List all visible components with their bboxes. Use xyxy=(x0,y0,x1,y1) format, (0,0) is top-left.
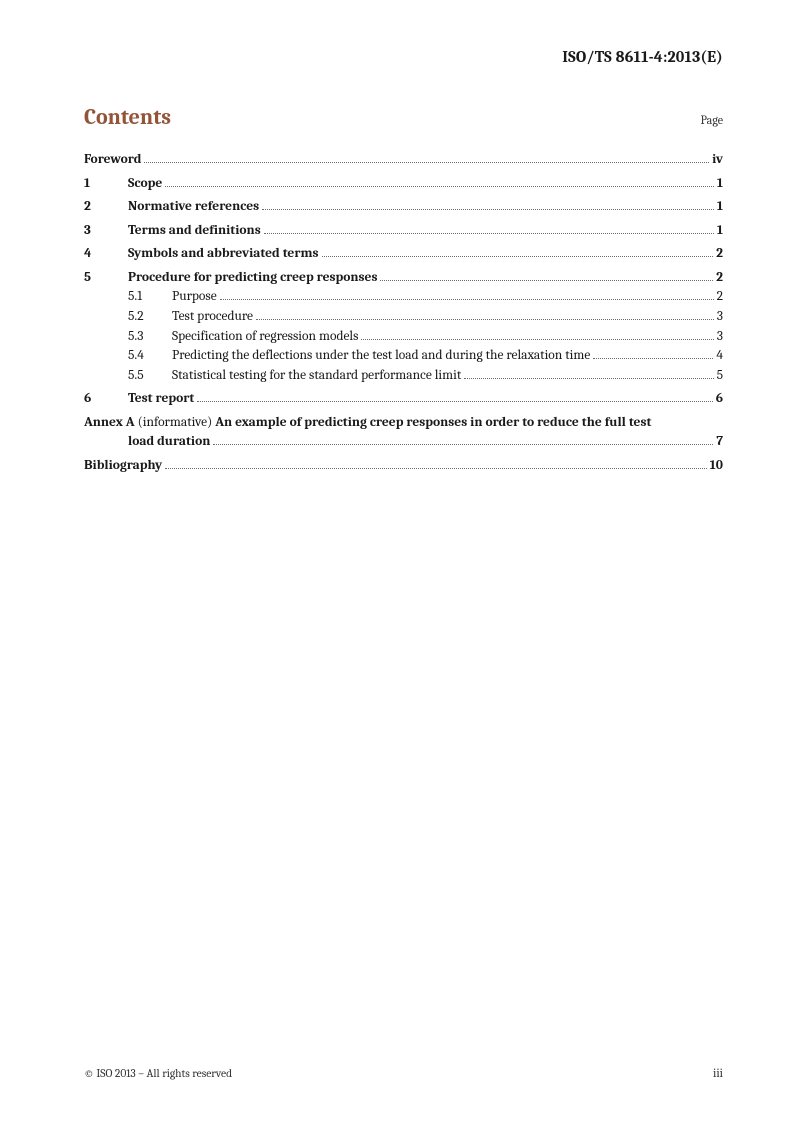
toc-title: Scope xyxy=(128,174,162,194)
toc-page: 1 xyxy=(717,197,723,217)
page: ISO/TS 8611-4:2013(E) Contents Page Fore… xyxy=(0,0,793,1122)
toc-num: 2 xyxy=(84,197,128,217)
page-column-label: Page xyxy=(701,113,723,127)
toc-page: 3 xyxy=(717,307,723,327)
toc-num: 5.1 xyxy=(128,287,172,307)
copyright-text: © ISO 2013 – All rights reserved xyxy=(84,1067,232,1080)
toc-entry-5-5: 5.5 Statistical testing for the standard… xyxy=(128,366,723,386)
toc-leader xyxy=(264,222,714,233)
toc-title: Foreword xyxy=(84,150,141,170)
annex-title-part1: An example of predicting creep responses… xyxy=(215,415,651,430)
annex-label: Annex A xyxy=(84,415,135,430)
toc-leader xyxy=(165,175,714,186)
toc-leader xyxy=(593,348,713,359)
toc-entry-5-4: 5.4 Predicting the deflections under the… xyxy=(128,346,723,366)
annex-paren: (informative) xyxy=(138,415,213,430)
toc-title: Symbols and abbreviated terms xyxy=(128,244,319,264)
toc-title: Purpose xyxy=(172,287,217,307)
document-id: ISO/TS 8611-4:2013(E) xyxy=(84,48,723,66)
toc-entry-6: 6 Test report 6 xyxy=(84,389,723,409)
toc-leader xyxy=(262,199,714,210)
toc-entry-5-2: 5.2 Test procedure 3 xyxy=(128,307,723,327)
toc-num: 5 xyxy=(84,268,128,288)
toc-page: 3 xyxy=(717,327,723,347)
toc-num: 5.4 xyxy=(128,346,172,366)
toc-page: 1 xyxy=(717,174,723,194)
toc-entry-bibliography: Bibliography 10 xyxy=(84,456,723,476)
toc-entry-4: 4 Symbols and abbreviated terms 2 xyxy=(84,244,723,264)
toc-page: 2 xyxy=(717,287,723,307)
toc-entry-5-3: 5.3 Specification of regression models 3 xyxy=(128,327,723,347)
toc-page: 5 xyxy=(717,366,723,386)
toc-title: Terms and definitions xyxy=(128,221,261,241)
toc-page: 10 xyxy=(710,456,723,476)
toc-entry-3: 3 Terms and definitions 1 xyxy=(84,221,723,241)
toc-num: 5.5 xyxy=(128,366,172,386)
toc-num: 5.3 xyxy=(128,327,172,347)
toc-entry-5-1: 5.1 Purpose 2 xyxy=(128,287,723,307)
toc-page: 4 xyxy=(716,346,723,366)
contents-header: Contents Page xyxy=(84,104,723,130)
toc-leader xyxy=(464,367,713,378)
toc-title: Specification of regression models xyxy=(172,327,358,347)
toc-entry-annex-a: Annex A (informative) An example of pred… xyxy=(84,413,723,452)
toc-page: 2 xyxy=(716,268,723,288)
toc-num: 1 xyxy=(84,174,128,194)
toc-title: Normative references xyxy=(128,197,259,217)
toc-title: Procedure for predicting creep responses xyxy=(128,268,377,288)
toc-leader xyxy=(144,152,709,163)
toc-page: 1 xyxy=(717,221,723,241)
annex-title-part2: load duration xyxy=(128,432,210,452)
toc-page: 6 xyxy=(716,389,723,409)
toc-leader xyxy=(165,457,706,468)
toc-leader xyxy=(380,269,713,280)
toc-title: Statistical testing for the standard per… xyxy=(172,366,461,386)
toc-num: 3 xyxy=(84,221,128,241)
toc-leader xyxy=(220,289,714,300)
annex-line-2: load duration 7 xyxy=(128,432,723,452)
toc-page: 2 xyxy=(716,244,723,264)
toc-entry-foreword: Foreword iv xyxy=(84,150,723,170)
toc-page: 7 xyxy=(716,432,723,452)
toc-page: iv xyxy=(712,150,723,170)
toc-num: 5.2 xyxy=(128,307,172,327)
toc-title: Predicting the deflections under the tes… xyxy=(172,346,590,366)
toc-title: Bibliography xyxy=(84,456,162,476)
toc-num: 6 xyxy=(84,389,128,409)
toc-entry-5: 5 Procedure for predicting creep respons… xyxy=(84,268,723,288)
annex-line-1: Annex A (informative) An example of pred… xyxy=(84,413,723,433)
toc-num: 4 xyxy=(84,244,128,264)
toc-leader xyxy=(256,308,714,319)
toc-leader xyxy=(213,434,713,445)
page-number: iii xyxy=(713,1066,723,1080)
toc-title: Test report xyxy=(128,389,194,409)
toc-entry-1: 1 Scope 1 xyxy=(84,174,723,194)
toc-leader xyxy=(361,328,713,339)
toc-entry-2: 2 Normative references 1 xyxy=(84,197,723,217)
toc-title: Test procedure xyxy=(172,307,253,327)
contents-title: Contents xyxy=(84,104,171,130)
toc-leader xyxy=(322,246,714,257)
toc-leader xyxy=(197,391,712,402)
page-footer: © ISO 2013 – All rights reserved iii xyxy=(84,1066,723,1080)
table-of-contents: Foreword iv 1 Scope 1 2 Normative refere… xyxy=(84,150,723,475)
